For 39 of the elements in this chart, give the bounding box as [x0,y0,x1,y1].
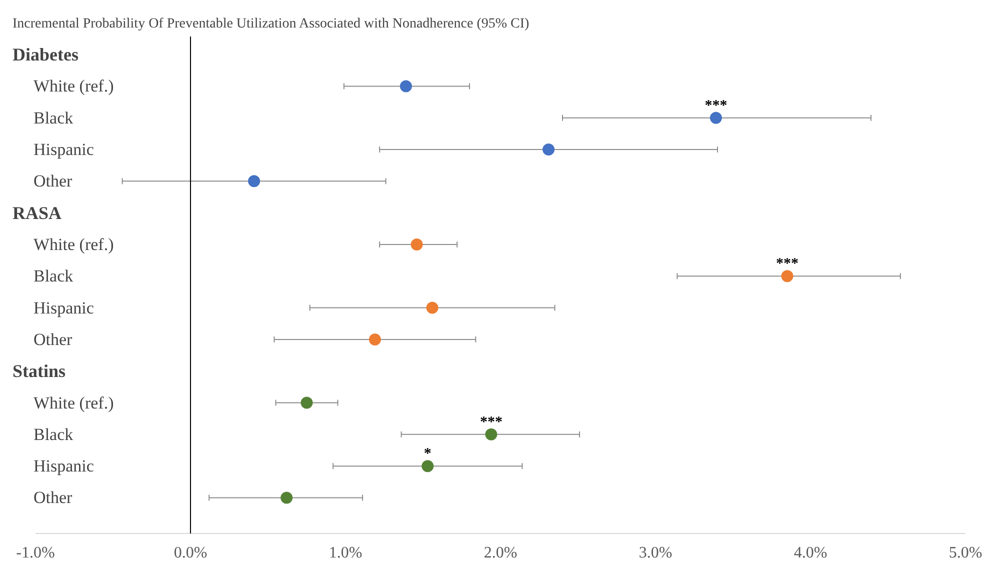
y-tick-label: Black [34,108,74,128]
data-label: * [424,446,432,462]
data-label: *** [704,98,728,114]
x-tick-label: 2.0% [484,544,518,562]
y-tick-label: White (ref.) [34,393,114,412]
y-tick-label: RASA [12,202,62,223]
point [300,396,313,409]
x-tick-label: 5.0% [948,544,982,562]
y-tick-label: Black [34,424,74,444]
y-tick-label: Statins [12,361,66,382]
x-tick-label: 3.0% [638,544,672,562]
y-tick-label: White (ref.) [34,76,114,96]
chart-title: Incremental Probability Of Preventable Utilization Associated with Nonadherence (95% CI) [12,16,530,32]
x-tick-label: 1.0% [328,544,362,562]
x-tick-label: -1.0% [16,544,55,562]
point [422,460,434,472]
point [542,144,555,156]
x-tick-label: 0.0% [174,544,208,562]
point [248,175,260,188]
y-tick-label: Diabetes [12,44,78,65]
y-tick-label: Other [34,172,73,191]
point [400,80,412,92]
point [426,302,438,314]
y-tick-label: Hispanic [34,140,94,160]
data-label: *** [776,256,798,272]
x-tick-label: 4.0% [794,544,828,562]
data-label: *** [480,414,502,430]
y-tick-label: Other [34,330,73,349]
y-tick-label: Hispanic [34,456,94,476]
y-tick-label: Black [34,266,74,286]
point [410,238,423,250]
point [781,270,794,282]
point [280,492,293,504]
y-tick-label: Hispanic [34,298,94,318]
point [485,428,498,440]
y-tick-label: White (ref.) [34,234,114,254]
point [710,112,722,124]
y-tick-label: Other [34,488,73,508]
point [368,333,381,346]
